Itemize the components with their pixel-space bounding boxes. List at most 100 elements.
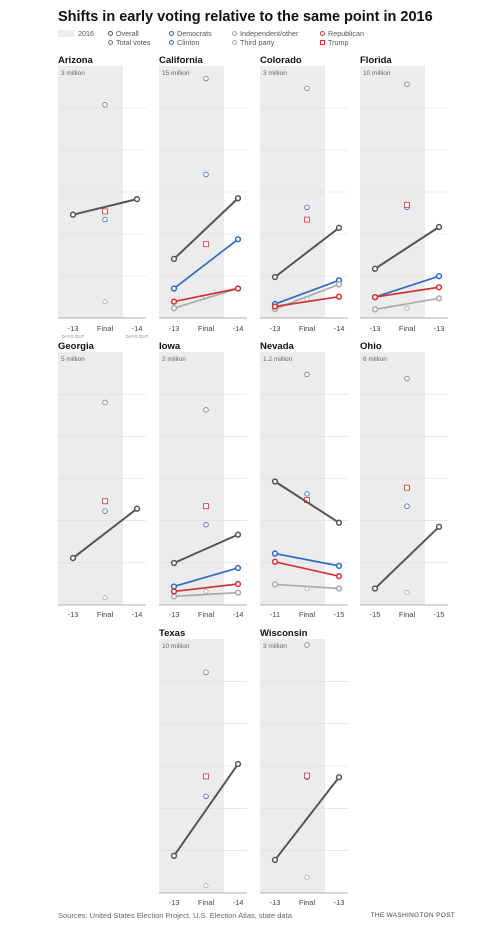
- tick-label: -13: [169, 898, 180, 907]
- third-party-2016-point: [404, 305, 410, 311]
- days-out-label: DAYS OUT: [126, 334, 149, 339]
- total-votes-2016-point: [304, 642, 310, 648]
- democrats-line-colorado: [274, 279, 340, 305]
- democrats-line-iowa: [173, 567, 239, 588]
- trump-2016-point: [203, 503, 209, 510]
- overall-point-start: [271, 478, 279, 485]
- trump-2016-point: [404, 484, 410, 491]
- overall-point-start: [271, 273, 279, 281]
- overall-line-nevada: [274, 480, 340, 524]
- clinton-2016-point: [404, 503, 410, 509]
- panel-title-ohio: Ohio: [360, 341, 382, 352]
- republican-point-end: [335, 573, 343, 580]
- republican-point-end: [435, 284, 443, 291]
- legend-independent-label: Independent/other: [240, 29, 299, 38]
- legend-shade: 2016: [58, 29, 94, 38]
- tick-label: -13: [370, 324, 381, 333]
- tick-label: Final: [399, 324, 416, 333]
- overall-line-ohio: [374, 526, 440, 590]
- trump-2016-point: [304, 772, 310, 779]
- republican-line-nevada: [274, 560, 340, 578]
- republican-point-start: [271, 558, 279, 565]
- clinton-2016-point: [102, 216, 108, 223]
- trump-marker-icon: [320, 40, 325, 45]
- panel-title-wisconsin: Wisconsin: [260, 628, 308, 639]
- total-votes-2016-point: [304, 85, 310, 92]
- legend-trump-label: Trump: [328, 38, 349, 47]
- tick-label: -13: [169, 610, 180, 619]
- scale-label-ohio: 6 million: [363, 356, 387, 363]
- overall-marker-icon: [108, 31, 113, 36]
- republican-point-start: [170, 588, 178, 595]
- total-votes-2016-point: [203, 407, 209, 413]
- overall-point-start: [69, 554, 77, 562]
- total-votes-2016-point: [404, 81, 410, 87]
- tick-label: -13: [169, 324, 180, 333]
- total-votes-2016-point: [203, 75, 209, 82]
- overall-line-georgia: [72, 507, 138, 559]
- overall-point-start: [271, 856, 279, 864]
- scale-label-iowa: 2 million: [162, 356, 186, 363]
- scale-label-florida: 10 million: [363, 70, 391, 77]
- scale-label-georgia: 5 million: [61, 356, 85, 363]
- democrats-point-end: [435, 273, 443, 280]
- scale-label-california: 15 million: [162, 70, 190, 77]
- total-votes-2016-point: [404, 375, 410, 382]
- republican-point-end: [335, 293, 343, 300]
- total-votes-2016-point: [203, 669, 209, 675]
- tick-label: -13: [334, 898, 345, 907]
- total-votes-2016-point: [102, 399, 108, 406]
- credit: THE WASHINGTON POST: [370, 912, 455, 919]
- independent-other-line-florida: [374, 297, 440, 311]
- legend-overall: Overall: [108, 29, 139, 38]
- tick-label: Final: [198, 610, 215, 619]
- tick-label: Final: [399, 610, 416, 619]
- trump-2016-point: [203, 773, 209, 780]
- democrats-line-nevada: [274, 552, 340, 567]
- republican-point-start: [271, 303, 279, 310]
- republican-point-end: [234, 580, 242, 588]
- independent-other-point-end: [234, 589, 242, 596]
- legend-shade-label: 2016: [78, 29, 94, 38]
- independent-other-point-end: [335, 585, 343, 592]
- clinton-2016-point: [102, 508, 108, 514]
- total-votes-2016-point: [102, 102, 108, 108]
- democrats-line-florida: [374, 275, 440, 298]
- legend-independent: Independent/other: [232, 29, 298, 38]
- independent-other-point-end: [435, 295, 443, 302]
- republican-line-colorado: [274, 295, 340, 308]
- independent-other-point-start: [170, 305, 178, 312]
- tick-label: -14: [233, 898, 244, 907]
- scale-label-wisconsin: 3 million: [263, 643, 287, 650]
- chart-title: Shifts in early voting relative to the s…: [58, 9, 433, 25]
- overall-point-end: [234, 195, 242, 202]
- independent-other-point-start: [170, 593, 178, 600]
- legend-republican-label: Republican: [328, 29, 364, 38]
- legend-total-votes-label: Total votes: [116, 38, 151, 47]
- independent-other-line-nevada: [274, 583, 340, 590]
- overall-point-end: [335, 519, 343, 526]
- clinton-2016-point: [203, 793, 209, 799]
- democrats-point-start: [170, 583, 178, 590]
- scale-label-nevada: 1.2 million: [263, 356, 293, 363]
- panel-title-florida: Florida: [360, 55, 392, 66]
- trump-2016-point: [304, 216, 310, 223]
- independent-marker-icon: [232, 31, 237, 36]
- third-party-2016-point: [102, 595, 108, 601]
- legend: 2016 Overall Total votes Democrats Clint…: [58, 29, 478, 49]
- legend-democrats: Democrats: [169, 29, 212, 38]
- tick-label: Final: [299, 898, 316, 907]
- tick-label: Final: [97, 610, 114, 619]
- panel-title-nevada: Nevada: [260, 341, 295, 352]
- independent-other-line-iowa: [173, 591, 239, 598]
- overall-point-start: [69, 211, 77, 218]
- total-votes-2016-point: [304, 371, 310, 378]
- third-party-2016-point: [102, 299, 108, 305]
- third-party-2016-point: [404, 590, 410, 596]
- overall-line-wisconsin: [274, 776, 340, 861]
- democrats-point-start: [170, 285, 178, 292]
- republican-point-end: [234, 285, 242, 292]
- shade-swatch: [58, 30, 74, 37]
- independent-other-point-start: [371, 306, 379, 313]
- independent-other-line-california: [173, 287, 239, 309]
